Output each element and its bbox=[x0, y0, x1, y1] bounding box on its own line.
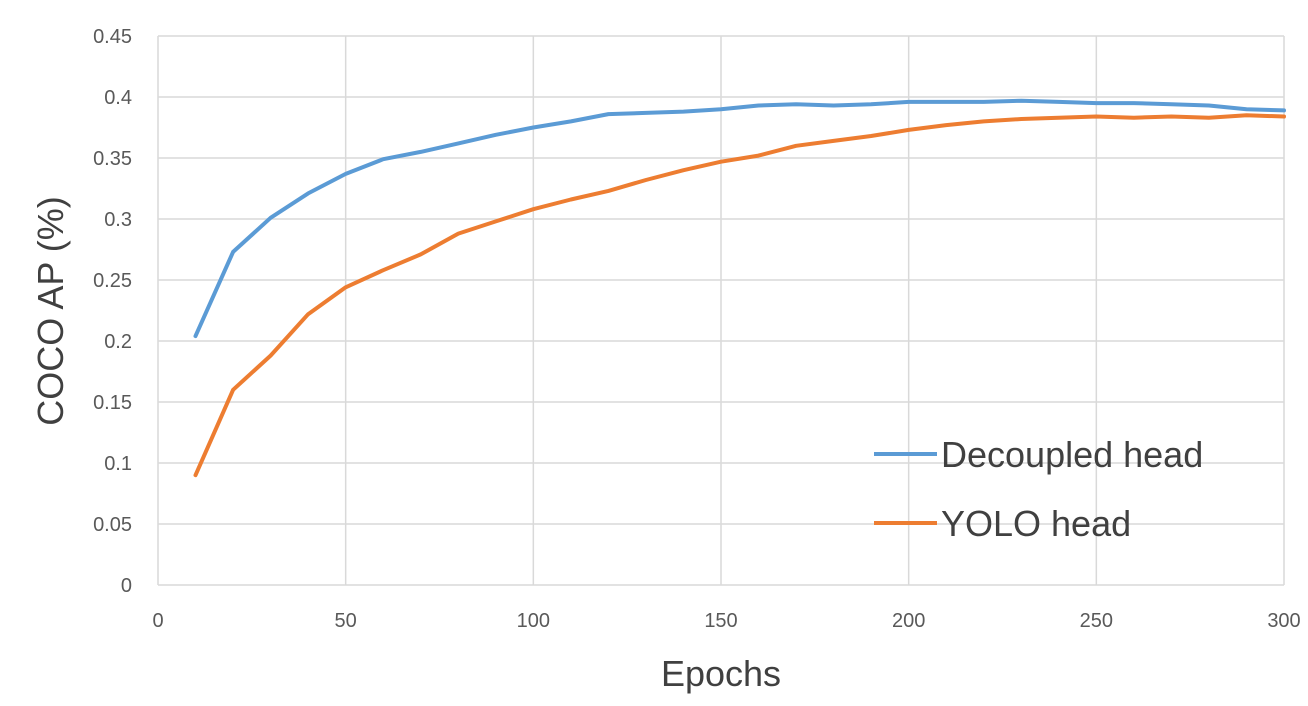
legend: Decoupled head YOLO head bbox=[874, 434, 1203, 544]
x-tick-label: 100 bbox=[517, 610, 550, 632]
tick-labels: 0 0.05 0.1 0.15 0.2 0.25 0.3 0.35 0.4 0.45 0 50 100 1… bbox=[93, 26, 1301, 632]
x-tick-label: 150 bbox=[704, 610, 737, 632]
y-tick-label: 0.2 bbox=[104, 331, 132, 353]
y-tick-label: 0.25 bbox=[93, 270, 132, 292]
x-tick-label: 300 bbox=[1267, 610, 1300, 632]
series-lines bbox=[193, 98, 1286, 478]
legend-label-decoupled-head: Decoupled head bbox=[941, 434, 1203, 475]
series-line-yolo-head bbox=[193, 113, 1286, 478]
x-tick-label: 200 bbox=[892, 610, 925, 632]
grid bbox=[157, 35, 1285, 586]
y-tick-label: 0.35 bbox=[93, 148, 132, 170]
y-tick-label: 0.15 bbox=[93, 392, 132, 414]
y-tick-label: 0.1 bbox=[104, 453, 132, 475]
y-tick-label: 0 bbox=[121, 575, 132, 597]
x-tick-label: 0 bbox=[152, 610, 163, 632]
x-axis-title: Epochs bbox=[661, 653, 781, 694]
y-tick-label: 0.45 bbox=[93, 26, 132, 48]
y-axis-title: COCO AP (%) bbox=[30, 196, 71, 425]
legend-label-yolo-head: YOLO head bbox=[941, 503, 1131, 544]
y-tick-label: 0.05 bbox=[93, 514, 132, 536]
y-tick-label: 0.4 bbox=[104, 87, 132, 109]
x-tick-label: 250 bbox=[1080, 610, 1113, 632]
x-tick-label: 50 bbox=[335, 610, 357, 632]
y-tick-label: 0.3 bbox=[104, 209, 132, 231]
series-line-decoupled-head bbox=[193, 98, 1286, 339]
